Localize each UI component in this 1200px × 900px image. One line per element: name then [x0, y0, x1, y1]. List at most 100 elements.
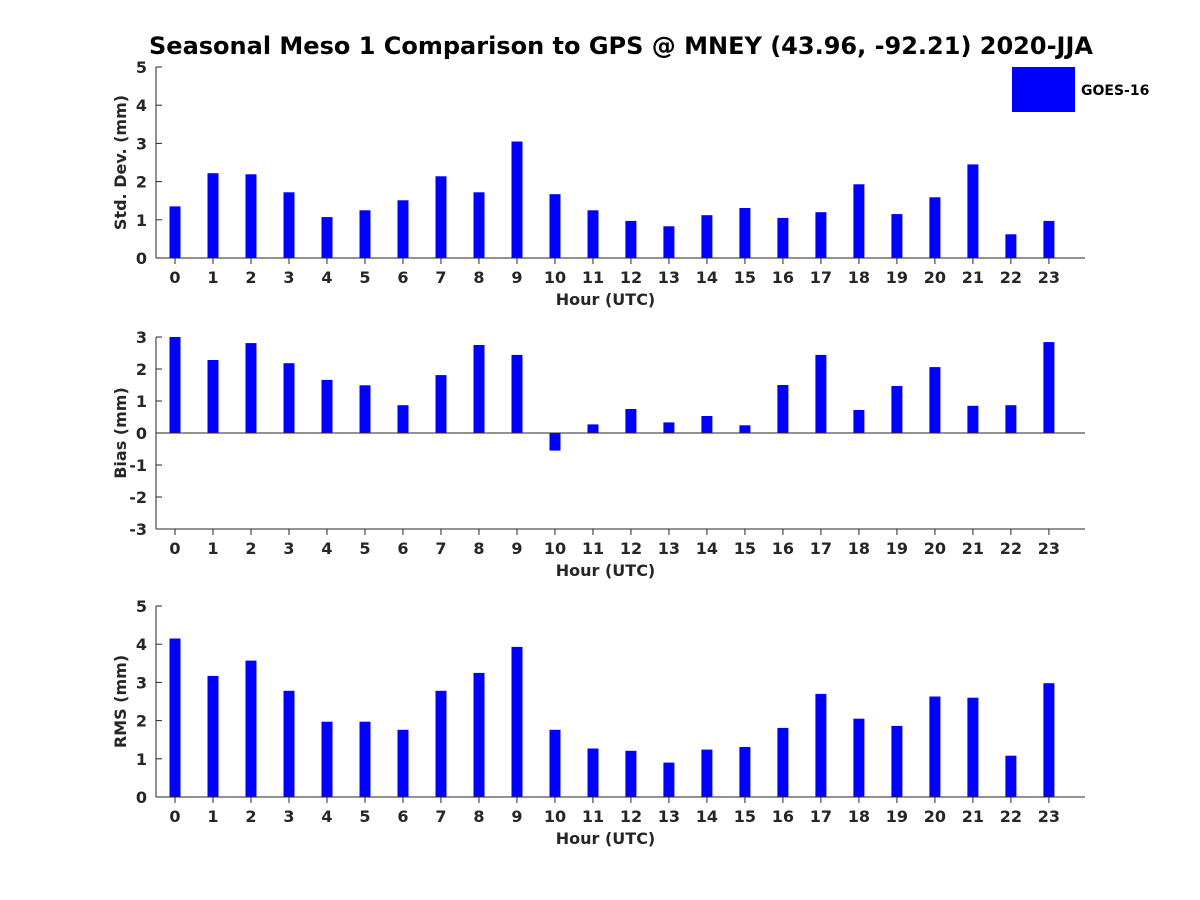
bias-xtick-label-0: 0 — [169, 539, 180, 558]
bias-xtick-label-17: 17 — [810, 539, 832, 558]
bias-xtick-label-11: 11 — [582, 539, 604, 558]
std-dev-xtick-label-3: 3 — [283, 268, 294, 287]
std-dev-bar-20 — [929, 197, 941, 258]
rms-xtick-label-11: 11 — [582, 807, 604, 826]
rms-xtick-label-22: 22 — [1000, 807, 1022, 826]
rms-bar-19 — [891, 725, 903, 797]
std-dev-xtick-label-18: 18 — [848, 268, 870, 287]
rms-xtick-label-0: 0 — [169, 807, 180, 826]
std-dev-bar-15 — [739, 208, 751, 258]
rms-ytick-label-2: 2 — [136, 712, 147, 731]
std-dev-ytick-label-3: 3 — [136, 134, 147, 153]
std-dev-bar-13 — [663, 226, 675, 258]
std-dev-xtick-label-22: 22 — [1000, 268, 1022, 287]
bias-xtick-label-5: 5 — [359, 539, 370, 558]
bias-xtick-label-19: 19 — [886, 539, 908, 558]
bias-ytick-label-2: -1 — [129, 456, 147, 475]
bias-bar-0 — [169, 337, 181, 433]
bias-bar-16 — [777, 385, 789, 433]
bias-bar-12 — [625, 409, 637, 433]
rms-xtick-label-13: 13 — [658, 807, 680, 826]
std-dev-bar-2 — [245, 174, 257, 258]
std-dev-xlabel: Hour (UTC) — [556, 290, 656, 309]
bias-bar-3 — [283, 363, 295, 433]
std-dev-bar-3 — [283, 192, 295, 258]
bias-ytick-label-0: -3 — [129, 520, 147, 539]
rms-xtick-label-14: 14 — [696, 807, 718, 826]
rms-bar-0 — [169, 638, 181, 797]
std-dev-bar-4 — [321, 217, 333, 258]
std-dev-xtick-label-2: 2 — [245, 268, 256, 287]
rms-bar-18 — [853, 718, 865, 797]
bias-xtick-label-14: 14 — [696, 539, 718, 558]
bias-bar-22 — [1005, 405, 1017, 433]
bias-xtick-label-1: 1 — [207, 539, 218, 558]
std-dev-ytick-label-5: 5 — [136, 58, 147, 77]
rms-xtick-label-17: 17 — [810, 807, 832, 826]
std-dev-xtick-label-4: 4 — [321, 268, 332, 287]
std-dev-ytick-label-2: 2 — [136, 173, 147, 192]
rms-xtick-label-18: 18 — [848, 807, 870, 826]
bias-bar-10 — [549, 433, 561, 451]
bias-xtick-label-21: 21 — [962, 539, 984, 558]
rms-bar-5 — [359, 721, 371, 797]
std-dev-xtick-label-12: 12 — [620, 268, 642, 287]
legend-swatch — [1012, 67, 1075, 112]
rms-bar-12 — [625, 750, 637, 797]
bias-bar-14 — [701, 416, 713, 433]
bias-bar-19 — [891, 386, 903, 433]
bias-xtick-label-7: 7 — [435, 539, 446, 558]
std-dev-bar-9 — [511, 141, 523, 258]
bias-ylabel: Bias (mm) — [111, 387, 130, 479]
std-dev-bar-10 — [549, 194, 561, 258]
std-dev-bar-6 — [397, 200, 409, 258]
rms-ytick-label-1: 1 — [136, 750, 147, 769]
bias-xtick-label-16: 16 — [772, 539, 794, 558]
std-dev-bar-0 — [169, 206, 181, 258]
bias-ytick-label-4: 1 — [136, 392, 147, 411]
bias-bar-4 — [321, 379, 333, 433]
bias-xtick-label-15: 15 — [734, 539, 756, 558]
std-dev-bar-22 — [1005, 234, 1017, 258]
std-dev-xtick-label-6: 6 — [397, 268, 408, 287]
bias-xtick-label-18: 18 — [848, 539, 870, 558]
bias-xtick-label-12: 12 — [620, 539, 642, 558]
rms-bar-6 — [397, 729, 409, 797]
std-dev-xtick-label-13: 13 — [658, 268, 680, 287]
bias-xtick-label-9: 9 — [511, 539, 522, 558]
rms-xtick-label-4: 4 — [321, 807, 332, 826]
rms-xtick-label-8: 8 — [473, 807, 484, 826]
bias-bar-15 — [739, 425, 751, 433]
std-dev-xtick-label-21: 21 — [962, 268, 984, 287]
bias-ytick-label-3: 0 — [136, 424, 147, 443]
rms-bar-11 — [587, 748, 599, 797]
rms-bar-8 — [473, 672, 485, 797]
std-dev-bar-5 — [359, 210, 371, 259]
bias-bar-5 — [359, 385, 371, 433]
bias-ytick-label-1: -2 — [129, 488, 147, 507]
std-dev-xtick-label-15: 15 — [734, 268, 756, 287]
rms-ytick-label-4: 4 — [136, 635, 147, 654]
rms-bar-2 — [245, 660, 257, 797]
rms-ytick-label-3: 3 — [136, 673, 147, 692]
std-dev-xtick-label-20: 20 — [924, 268, 946, 287]
bias-bar-18 — [853, 410, 865, 433]
rms-xtick-label-12: 12 — [620, 807, 642, 826]
std-dev-bar-21 — [967, 164, 979, 258]
bias-bar-8 — [473, 345, 485, 433]
std-dev-bar-7 — [435, 176, 447, 258]
chart-title: Seasonal Meso 1 Comparison to GPS @ MNEY… — [149, 32, 1093, 60]
rms-bar-17 — [815, 693, 827, 797]
bias-bar-9 — [511, 354, 523, 433]
bias-bar-13 — [663, 422, 675, 433]
std-dev-xtick-label-11: 11 — [582, 268, 604, 287]
std-dev-bar-14 — [701, 215, 713, 258]
rms-bar-15 — [739, 747, 751, 797]
rms-xtick-label-20: 20 — [924, 807, 946, 826]
rms-bar-13 — [663, 762, 675, 797]
bias-xtick-label-23: 23 — [1038, 539, 1060, 558]
bias-xtick-label-4: 4 — [321, 539, 332, 558]
std-dev-bar-16 — [777, 217, 789, 258]
rms-bar-4 — [321, 721, 333, 797]
